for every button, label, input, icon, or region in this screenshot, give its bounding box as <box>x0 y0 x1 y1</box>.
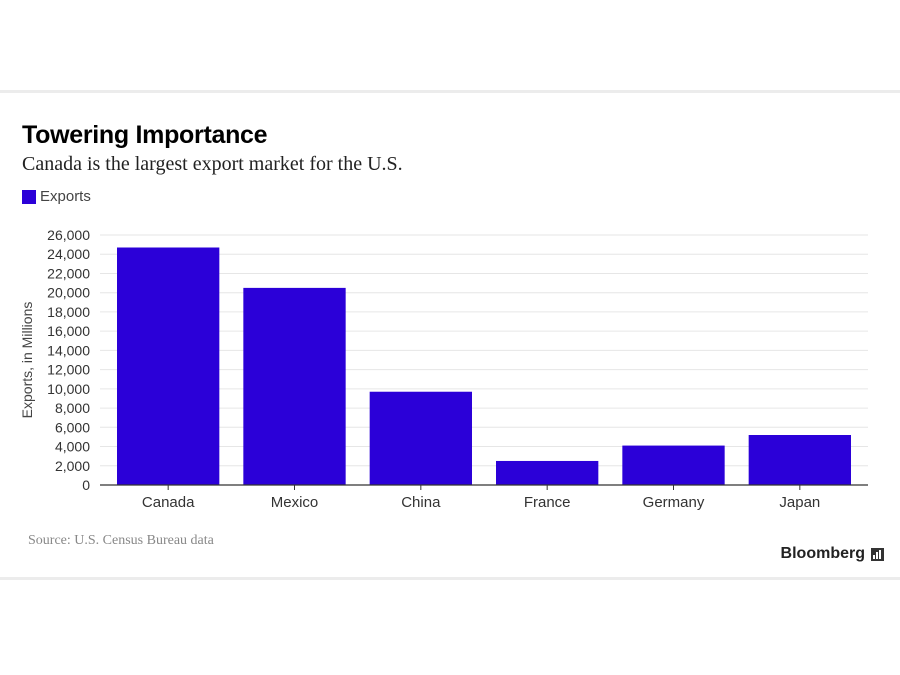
y-tick-label: 2,000 <box>55 458 90 474</box>
brand-logo: Bloomberg <box>781 545 884 563</box>
y-axis-label: Exports, in Millions <box>19 302 35 419</box>
y-tick-label: 16,000 <box>47 323 90 339</box>
legend-label: Exports <box>40 188 91 205</box>
chart-title: Towering Importance <box>22 121 268 149</box>
chart-card: Towering Importance Canada is the larges… <box>0 90 900 580</box>
x-tick-label: Canada <box>142 494 195 511</box>
bar-chart: 0 2,000 4,000 6,000 8,000 10,000 12,000 14,000 1… <box>19 227 868 511</box>
bar-germany <box>622 445 725 485</box>
source-note: Source: U.S. Census Bureau data <box>28 533 214 548</box>
x-tick-label: France <box>524 494 571 511</box>
bloomberg-chart-icon <box>871 547 884 561</box>
brand-name: Bloomberg <box>780 545 865 562</box>
y-tick-label: 6,000 <box>55 419 90 435</box>
legend-swatch <box>22 189 36 204</box>
y-tick-label: 18,000 <box>47 304 90 320</box>
x-tick-label: Germany <box>643 494 705 511</box>
chart-subtitle: Canada is the largest export market for … <box>22 153 403 175</box>
bar-china <box>369 391 472 485</box>
bar-mexico <box>243 287 346 485</box>
y-tick-label: 0 <box>82 477 90 493</box>
bar-japan <box>748 435 851 485</box>
y-tick-label: 22,000 <box>47 265 90 281</box>
y-tick-label: 10,000 <box>47 381 90 397</box>
legend: Exports <box>22 188 91 205</box>
y-tick-label: 14,000 <box>47 342 90 358</box>
y-tick-label: 24,000 <box>47 246 90 262</box>
bar-france <box>496 460 599 485</box>
x-tick-label: China <box>401 494 441 511</box>
bar-canada <box>117 247 220 485</box>
y-tick-label: 4,000 <box>55 439 90 455</box>
y-tick-label: 12,000 <box>47 362 90 378</box>
y-tick-label: 8,000 <box>55 400 90 416</box>
x-tick-label: Japan <box>779 494 820 511</box>
y-tick-label: 26,000 <box>47 227 90 243</box>
x-tick-label: Mexico <box>271 494 319 511</box>
y-tick-label: 20,000 <box>47 285 90 301</box>
